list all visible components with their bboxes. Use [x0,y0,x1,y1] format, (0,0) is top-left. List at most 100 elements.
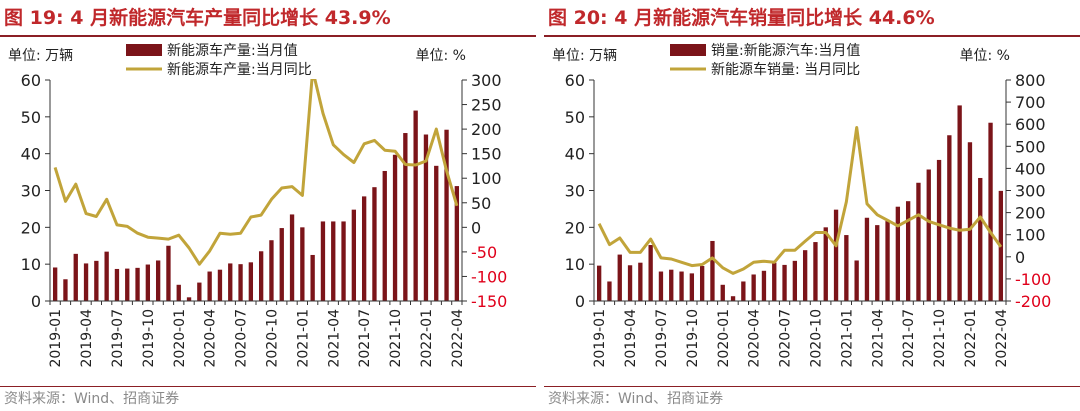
left-axis-tick-label: 0 [575,292,585,311]
bar [669,269,674,301]
x-axis-tick-label: 2019-01 [592,309,608,368]
legend-line-label: 新能源车产量:当月同比 [167,61,312,78]
x-axis-tick-label: 2022-04 [994,309,1010,368]
bar [658,271,664,301]
bar [135,267,140,301]
bar [730,296,736,301]
bar [782,264,787,301]
bar [627,265,633,301]
bar [372,187,377,301]
x-axis-tick-label: 2020-01 [172,309,188,368]
right-axis-tick-label: 100 [1015,226,1046,245]
x-axis-tick-label: 2019-04 [79,309,95,368]
bar [741,281,746,301]
left-axis-tick-label: 10 [565,255,585,274]
bar [596,265,602,301]
bar [710,240,715,301]
bar [895,206,901,301]
chart-title: 图 19: 4 月新能源汽车产量同比增长 43.9% [4,7,391,29]
right-axis-tick-label: 0 [471,218,481,237]
bar [875,225,880,301]
x-axis-tick-label: 2019-10 [685,309,701,368]
right-axis-tick-label: 0 [1015,248,1025,267]
bar [145,264,151,301]
right-axis-tick-label: 300 [1015,182,1046,201]
right-axis-tick-label: 250 [471,96,502,115]
bar [382,170,387,301]
bar [761,270,767,301]
left-unit-label: 单位: 万辆 [8,48,73,64]
left-unit-label: 单位: 万辆 [552,48,617,64]
bar [751,274,756,301]
x-axis-tick-label: 2019-01 [48,309,64,368]
bar [403,133,408,301]
right-axis-tick-label: 300 [471,71,502,90]
x-axis-tick-label: 2022-01 [963,309,979,368]
right-axis-tick-label: 150 [471,145,502,164]
bar [617,254,622,301]
left-axis-tick-label: 30 [21,182,41,201]
bar [638,262,643,301]
chart-title: 图 20: 4 月新能源汽车销量同比增长 44.6% [548,7,935,29]
left-axis-tick-label: 60 [565,71,585,90]
x-axis-tick-label: 2021-01 [295,309,311,368]
bar [978,177,983,301]
bar [186,297,192,301]
left-axis-tick-label: 0 [31,292,41,311]
bar [228,263,233,301]
x-axis-tick-label: 2022-01 [419,309,435,368]
bar [648,245,653,301]
right-axis-tick-label: -50 [471,243,497,262]
x-axis-tick-label: 2021-10 [388,309,404,368]
right-axis-tick-label: 700 [1015,93,1046,112]
bar [413,110,418,302]
right-axis-tick-label: 100 [471,169,502,188]
right-axis-tick-label: -200 [1015,292,1051,311]
bar [957,105,962,301]
bar [104,251,109,301]
x-axis-tick-label: 2021-07 [357,309,373,368]
left-axis-tick-label: 20 [21,218,41,237]
bar [792,260,798,301]
x-axis-tick-label: 2021-07 [901,309,917,368]
bar [258,251,264,301]
legend-bar-label: 销量:新能源汽车:当月值 [711,42,860,59]
bar [679,271,684,301]
x-axis-tick-label: 2020-10 [808,309,824,368]
left-axis-tick-label: 40 [21,145,41,164]
bar [320,221,326,301]
source-divider [0,386,536,387]
left-axis-tick-label: 50 [21,108,41,127]
bar [454,186,460,301]
right-axis-tick-label: 800 [1015,71,1046,90]
x-axis-tick-label: 2021-10 [932,309,948,368]
line-series [53,79,459,266]
bar [947,135,952,301]
x-axis-tick-label: 2020-01 [716,309,732,368]
left-axis-tick-label: 60 [21,71,41,90]
x-axis-tick-label: 2021-01 [839,309,855,368]
bar [155,260,161,301]
x-axis-tick-label: 2020-04 [203,309,219,368]
bar [988,122,993,301]
x-axis-tick-label: 2020-07 [778,309,794,368]
source-note: 资料来源：Wind、招商证券 [548,391,724,407]
x-axis-tick-label: 2021-04 [326,309,342,368]
bar [885,221,890,301]
bar [967,142,973,301]
bar [423,134,429,301]
x-axis-tick-label: 2019-10 [141,309,157,368]
x-axis-tick-label: 2021-04 [870,309,886,368]
bar [166,245,171,301]
bar [720,284,725,301]
x-axis-tick-label: 2020-04 [747,309,763,368]
bar [823,227,828,301]
bar [83,263,89,301]
line-series [597,126,1003,275]
bar [63,279,68,301]
bar [434,165,439,301]
source-note: 资料来源：Wind、招商证券 [4,391,180,407]
right-axis-tick-label: 400 [1015,159,1046,178]
